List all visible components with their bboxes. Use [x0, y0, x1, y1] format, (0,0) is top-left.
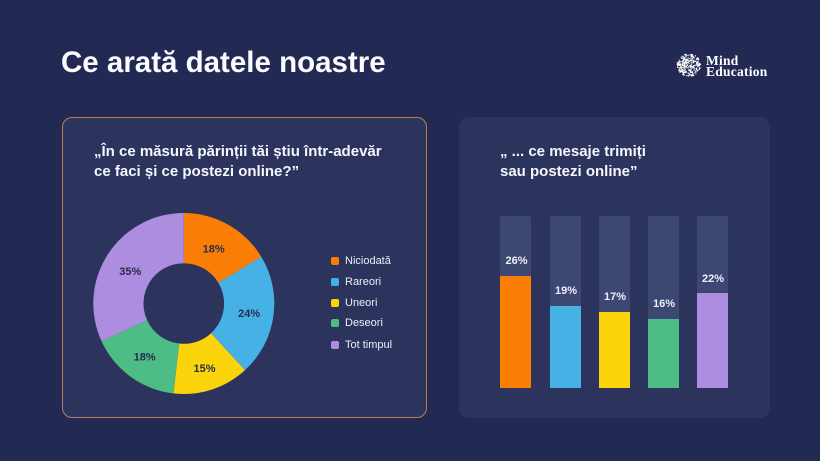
- svg-text:15%: 15%: [193, 363, 215, 375]
- svg-text:24%: 24%: [238, 308, 260, 320]
- svg-text:18%: 18%: [134, 351, 156, 363]
- svg-text:18%: 18%: [203, 243, 225, 255]
- svg-text:35%: 35%: [119, 266, 141, 278]
